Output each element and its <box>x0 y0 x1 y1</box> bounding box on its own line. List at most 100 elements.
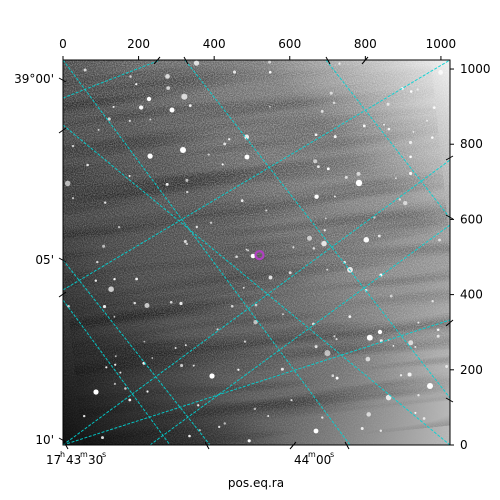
star <box>108 286 114 293</box>
star <box>186 190 189 194</box>
star <box>438 70 443 75</box>
x-tick-label: 0 <box>59 37 67 51</box>
star <box>102 305 107 309</box>
ra-label-h-sup: h <box>60 450 65 459</box>
star <box>223 422 226 425</box>
star <box>105 366 108 369</box>
star <box>417 394 420 397</box>
ra2-label-s-sup: s <box>330 450 334 459</box>
star <box>133 301 136 305</box>
star <box>64 180 71 187</box>
star <box>335 338 338 341</box>
ra-label-s-sup: s <box>102 450 106 459</box>
star <box>432 106 436 109</box>
bright-star <box>250 253 256 259</box>
star <box>321 240 327 247</box>
star <box>135 83 138 86</box>
star <box>268 105 271 108</box>
y-tick-label: 0 <box>460 438 468 452</box>
star <box>377 234 381 238</box>
bright-star <box>146 96 152 102</box>
star <box>253 407 257 411</box>
star <box>138 105 144 110</box>
bright-star <box>355 179 363 187</box>
star <box>128 175 131 177</box>
star <box>409 171 413 176</box>
x-tick-label: 400 <box>203 37 226 51</box>
star <box>149 118 152 121</box>
star <box>320 109 324 113</box>
star <box>314 194 319 199</box>
star <box>414 345 417 348</box>
star <box>254 303 258 307</box>
star <box>403 200 408 206</box>
star <box>307 235 312 241</box>
star <box>399 374 403 377</box>
star <box>192 364 195 367</box>
star <box>326 268 329 271</box>
star <box>242 286 245 289</box>
star <box>409 90 413 93</box>
star <box>82 414 86 418</box>
star <box>223 142 227 146</box>
star <box>323 229 326 232</box>
star <box>314 133 318 137</box>
star <box>207 153 210 156</box>
star <box>180 363 184 368</box>
star <box>438 238 441 242</box>
star <box>417 321 420 324</box>
star <box>324 217 327 220</box>
star <box>113 382 116 385</box>
star <box>366 334 373 341</box>
star <box>392 344 395 347</box>
star <box>333 195 336 198</box>
ra-label-hours: 17 <box>46 453 61 467</box>
world-ticks <box>58 56 454 450</box>
star <box>316 165 320 169</box>
grid-line <box>63 299 171 445</box>
x-axis-title: pos.eq.ra <box>228 476 284 490</box>
pixel-y-axis: 0 200 400 600 800 1000 <box>450 62 491 452</box>
star <box>135 277 138 281</box>
star <box>179 301 183 306</box>
star <box>436 334 440 338</box>
star <box>414 411 417 414</box>
star <box>102 244 106 248</box>
star <box>338 62 341 65</box>
star <box>366 412 371 417</box>
star <box>113 315 116 318</box>
star <box>383 123 385 126</box>
x-tick-label: 1000 <box>426 37 457 51</box>
star <box>431 136 434 139</box>
bright-star <box>169 107 175 113</box>
x-tick-label: 200 <box>127 37 150 51</box>
star <box>356 171 361 176</box>
star <box>232 70 237 74</box>
star <box>143 340 146 343</box>
star <box>332 101 336 105</box>
star <box>268 275 273 280</box>
star <box>144 303 150 308</box>
grid-line <box>63 124 450 445</box>
star <box>237 368 240 371</box>
star <box>394 177 397 180</box>
star <box>247 439 251 443</box>
grid-line <box>63 60 161 99</box>
star <box>114 355 117 358</box>
star <box>181 93 188 100</box>
star <box>166 86 171 90</box>
ra2-label-m-sup: m <box>308 450 316 459</box>
bright-star <box>244 154 250 160</box>
star <box>114 363 117 366</box>
star <box>228 138 231 141</box>
star <box>407 372 412 377</box>
bright-star <box>209 373 215 379</box>
star <box>124 387 127 390</box>
grid-line <box>63 159 450 445</box>
x-tick-label: 600 <box>278 37 301 51</box>
star <box>112 105 115 108</box>
star <box>344 175 348 179</box>
star <box>373 216 376 219</box>
star <box>398 198 402 201</box>
star <box>282 313 284 316</box>
